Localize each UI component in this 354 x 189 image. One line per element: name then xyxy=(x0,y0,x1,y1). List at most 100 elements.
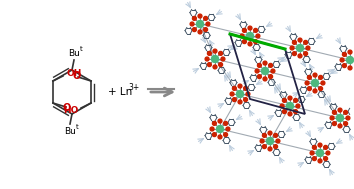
Circle shape xyxy=(193,28,196,32)
Circle shape xyxy=(257,64,261,67)
Circle shape xyxy=(344,110,348,114)
Circle shape xyxy=(204,16,207,20)
Circle shape xyxy=(271,69,275,73)
Circle shape xyxy=(262,67,269,74)
Circle shape xyxy=(213,65,217,69)
Circle shape xyxy=(318,159,322,163)
Circle shape xyxy=(196,20,204,28)
Circle shape xyxy=(213,49,217,53)
Circle shape xyxy=(332,110,336,114)
Circle shape xyxy=(319,87,322,91)
Circle shape xyxy=(217,125,223,132)
Circle shape xyxy=(207,63,211,67)
Circle shape xyxy=(346,116,350,120)
Circle shape xyxy=(342,53,346,56)
Circle shape xyxy=(212,122,216,125)
Circle shape xyxy=(276,139,280,143)
Text: t: t xyxy=(76,124,78,130)
Circle shape xyxy=(308,87,311,91)
Circle shape xyxy=(348,66,352,70)
Circle shape xyxy=(269,64,273,67)
Circle shape xyxy=(282,110,286,114)
Circle shape xyxy=(248,26,252,30)
Circle shape xyxy=(348,50,352,54)
Circle shape xyxy=(269,75,273,79)
Circle shape xyxy=(288,112,292,116)
Circle shape xyxy=(254,40,258,43)
Circle shape xyxy=(305,81,309,85)
Text: Bu: Bu xyxy=(68,49,80,57)
Circle shape xyxy=(219,51,223,55)
Circle shape xyxy=(321,81,325,85)
Circle shape xyxy=(312,80,319,87)
Circle shape xyxy=(206,22,210,26)
Text: Bu: Bu xyxy=(64,126,76,136)
Circle shape xyxy=(306,46,310,50)
Circle shape xyxy=(256,34,260,38)
Circle shape xyxy=(304,52,308,56)
Circle shape xyxy=(313,89,317,93)
Text: O: O xyxy=(63,103,71,113)
Text: O: O xyxy=(73,71,81,81)
Text: HO: HO xyxy=(63,105,78,115)
Circle shape xyxy=(224,133,228,136)
Circle shape xyxy=(298,54,302,58)
Circle shape xyxy=(221,57,225,61)
Circle shape xyxy=(260,139,264,143)
Circle shape xyxy=(257,75,261,79)
Circle shape xyxy=(304,40,308,44)
Circle shape xyxy=(262,133,266,137)
Circle shape xyxy=(288,96,292,100)
Circle shape xyxy=(290,46,294,50)
Circle shape xyxy=(246,92,250,96)
Circle shape xyxy=(236,91,244,98)
Circle shape xyxy=(204,28,207,32)
Circle shape xyxy=(193,16,196,20)
Circle shape xyxy=(233,98,236,101)
Circle shape xyxy=(240,34,244,38)
Circle shape xyxy=(218,135,222,139)
Text: + Ln: + Ln xyxy=(108,87,132,97)
Circle shape xyxy=(313,157,316,160)
Circle shape xyxy=(244,86,247,90)
Circle shape xyxy=(282,98,286,102)
Circle shape xyxy=(267,137,274,145)
Circle shape xyxy=(294,98,297,102)
Circle shape xyxy=(313,73,317,77)
Circle shape xyxy=(238,84,242,88)
Circle shape xyxy=(324,146,327,149)
Circle shape xyxy=(318,143,322,147)
Circle shape xyxy=(268,131,272,135)
Circle shape xyxy=(274,145,278,149)
Circle shape xyxy=(230,92,234,96)
Circle shape xyxy=(310,151,314,155)
Circle shape xyxy=(244,98,247,101)
Circle shape xyxy=(280,104,284,108)
Circle shape xyxy=(262,145,266,149)
Circle shape xyxy=(324,157,327,160)
Circle shape xyxy=(313,146,316,149)
Circle shape xyxy=(224,122,228,125)
Text: OH: OH xyxy=(67,70,82,78)
Circle shape xyxy=(286,102,293,109)
Circle shape xyxy=(212,133,216,136)
Circle shape xyxy=(344,122,348,125)
Circle shape xyxy=(219,63,223,67)
Circle shape xyxy=(207,51,211,55)
Circle shape xyxy=(238,100,242,104)
Circle shape xyxy=(332,122,336,125)
Circle shape xyxy=(298,38,302,42)
Circle shape xyxy=(242,40,246,43)
Circle shape xyxy=(233,86,236,90)
Circle shape xyxy=(326,151,330,155)
Text: t: t xyxy=(80,46,82,52)
Circle shape xyxy=(319,75,322,79)
Circle shape xyxy=(268,147,272,151)
Circle shape xyxy=(296,104,300,108)
Circle shape xyxy=(337,115,343,122)
Circle shape xyxy=(198,14,202,18)
Circle shape xyxy=(246,33,253,40)
Circle shape xyxy=(342,64,346,67)
Circle shape xyxy=(263,77,267,81)
Circle shape xyxy=(190,22,194,26)
